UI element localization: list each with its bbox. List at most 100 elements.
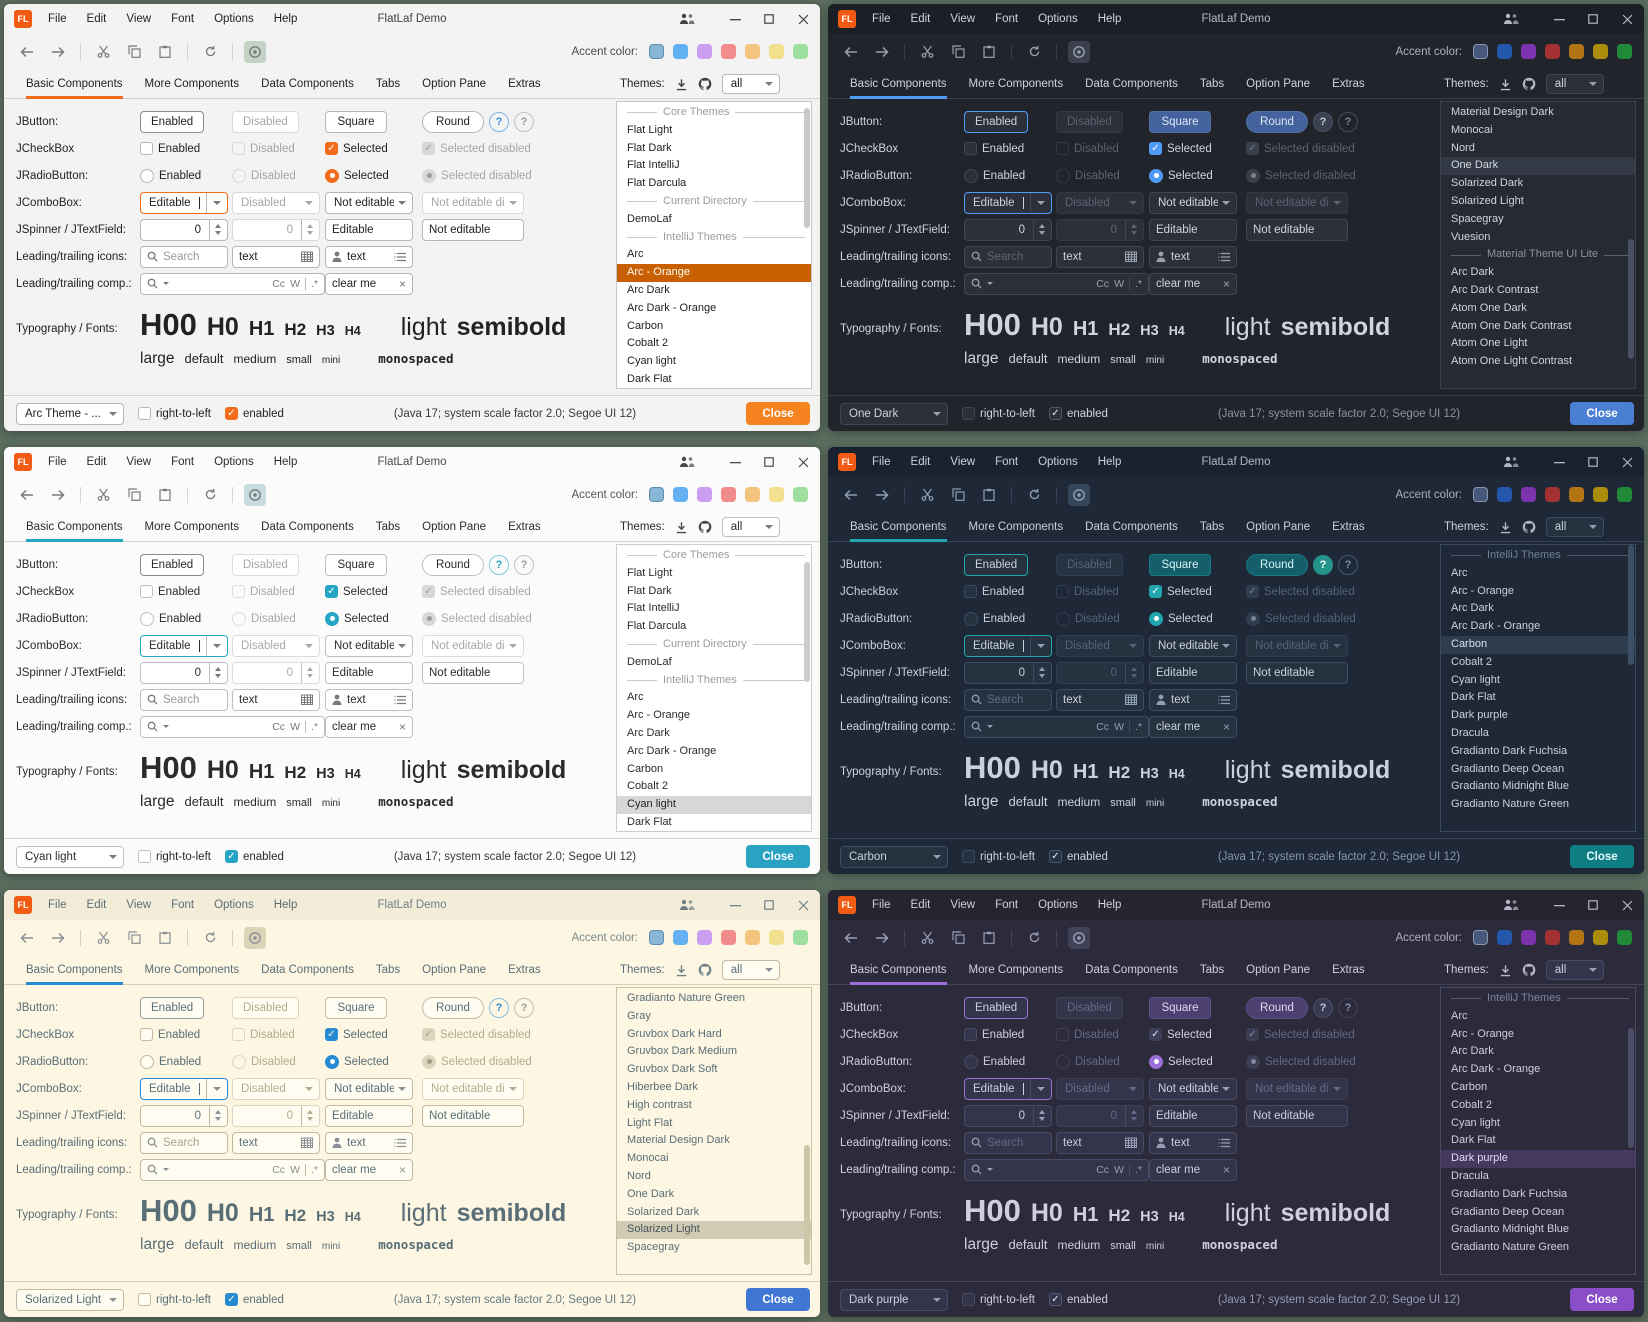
theme-list-item[interactable]: Arc <box>1451 1009 1468 1022</box>
text-input-user[interactable]: text <box>325 1131 413 1154</box>
users-icon[interactable] <box>670 447 704 477</box>
theme-list-item[interactable]: Monocai <box>1451 123 1493 136</box>
accent-color-swatch[interactable] <box>1521 930 1536 945</box>
editable-textfield[interactable]: Editable <box>325 1104 413 1127</box>
accent-color-swatch[interactable] <box>769 487 784 502</box>
back-icon[interactable] <box>16 927 38 949</box>
accent-color-swatch[interactable] <box>1569 44 1584 59</box>
text-input-calendar[interactable]: text <box>1056 245 1144 268</box>
menu-item[interactable]: View <box>950 899 976 911</box>
menu-item[interactable]: Options <box>1038 456 1078 468</box>
theme-list-item[interactable]: Current Directory <box>617 193 811 211</box>
menu-item[interactable]: File <box>872 13 891 25</box>
menu-item[interactable]: Options <box>1038 13 1078 25</box>
text-input-calendar[interactable]: text <box>232 245 320 268</box>
tab[interactable]: Tabs <box>375 78 401 90</box>
right-to-left-checkbox[interactable]: right-to-left <box>138 1293 211 1306</box>
accent-color-swatch[interactable] <box>1617 44 1632 59</box>
show-hidden-toggle-icon[interactable] <box>1068 40 1090 63</box>
theme-list-item[interactable]: Carbon <box>1451 1080 1488 1093</box>
maximize-button[interactable] <box>1576 890 1610 920</box>
theme-list-item[interactable]: Carbon <box>627 319 664 332</box>
tab[interactable]: More Components <box>144 964 240 976</box>
whole-word-toggle[interactable]: W <box>290 277 300 290</box>
accent-color-swatch[interactable] <box>673 44 688 59</box>
theme-list-item[interactable]: Gruvbox Dark Hard <box>627 1027 722 1040</box>
tab[interactable]: Extras <box>1332 521 1365 533</box>
accent-color-swatch[interactable] <box>793 930 808 945</box>
tab[interactable]: Extras <box>508 78 541 90</box>
menu-item[interactable]: Options <box>214 13 254 25</box>
tab[interactable]: Basic Components <box>850 521 947 542</box>
theme-combobox[interactable]: Dark purple <box>840 1288 948 1311</box>
theme-list-item[interactable]: Arc Dark - Orange <box>1451 620 1541 633</box>
show-hidden-toggle-icon[interactable] <box>244 40 266 63</box>
theme-list-item[interactable]: Dark Flat <box>627 372 672 385</box>
theme-list-item[interactable]: Gradianto Deep Ocean <box>1451 762 1565 775</box>
editable-combobox[interactable]: Editable <box>964 191 1052 214</box>
enabled-checkbox[interactable]: enabled <box>224 1293 284 1306</box>
enabled-button[interactable]: Enabled <box>964 110 1029 133</box>
theme-list-item[interactable]: Material Design Dark <box>1451 106 1554 118</box>
search-options-input[interactable]: Cc W .* <box>140 272 325 295</box>
tab[interactable]: Extras <box>1332 78 1365 90</box>
match-case-toggle[interactable]: Cc <box>1096 1163 1110 1176</box>
theme-list-item[interactable]: Cobalt 2 <box>1451 1098 1492 1111</box>
search-options-input[interactable]: Cc W .* <box>140 1158 325 1181</box>
paste-icon[interactable] <box>978 41 1000 63</box>
theme-list-item[interactable]: Gruvbox Dark Soft <box>627 1063 718 1076</box>
radio-enabled[interactable]: Enabled <box>964 1054 1056 1069</box>
close-button[interactable]: Close <box>746 1288 810 1311</box>
spinner[interactable]: 0 <box>140 218 228 241</box>
theme-list-item[interactable]: Arc Dark <box>627 283 670 296</box>
menu-item[interactable]: View <box>126 456 152 468</box>
list-icon[interactable] <box>1218 695 1230 705</box>
search-options-input[interactable]: Cc W .* <box>964 1158 1149 1181</box>
forward-icon[interactable] <box>47 927 69 949</box>
square-button[interactable]: Square <box>1149 110 1211 133</box>
tab[interactable]: Data Components <box>261 964 354 976</box>
paste-icon[interactable] <box>154 41 176 63</box>
round-button[interactable]: Round <box>1246 996 1308 1019</box>
theme-list-item[interactable]: Atom One Dark Contrast <box>1451 319 1572 332</box>
themes-filter-combobox[interactable]: all <box>721 74 780 94</box>
not-editable-textfield[interactable]: Not editable <box>422 661 524 684</box>
users-icon[interactable] <box>670 890 704 920</box>
chevron-down-icon[interactable] <box>987 282 993 285</box>
radio-enabled[interactable]: Enabled <box>140 1054 232 1069</box>
tab[interactable]: Tabs <box>1199 78 1225 90</box>
back-icon[interactable] <box>840 41 862 63</box>
theme-list-item[interactable]: Carbon <box>1441 635 1635 654</box>
radio-enabled[interactable]: Enabled <box>964 611 1056 626</box>
clearable-input[interactable]: clear me × <box>1149 272 1237 295</box>
enabled-checkbox[interactable]: enabled <box>1048 1293 1108 1306</box>
radio-selected[interactable]: Selected <box>325 1054 422 1069</box>
close-window-button[interactable] <box>1610 890 1644 920</box>
theme-list-item[interactable]: Flat IntelliJ <box>627 159 680 172</box>
help-icon[interactable]: ? <box>489 111 509 132</box>
accent-color-swatch[interactable] <box>1593 487 1608 502</box>
help-icon[interactable]: ? <box>1313 997 1333 1018</box>
download-icon[interactable] <box>675 964 688 977</box>
theme-list-item[interactable]: Vuesion <box>1451 230 1491 243</box>
match-case-toggle[interactable]: Cc <box>272 720 286 733</box>
forward-icon[interactable] <box>871 927 893 949</box>
refresh-icon[interactable] <box>199 927 221 949</box>
tab[interactable]: More Components <box>144 521 240 533</box>
accent-color-swatch[interactable] <box>721 930 736 945</box>
theme-list-item[interactable]: Flat Darcula <box>627 177 687 190</box>
square-button[interactable]: Square <box>325 110 387 133</box>
theme-list-item[interactable]: Nord <box>1451 141 1475 154</box>
chevron-down-icon[interactable] <box>163 282 169 285</box>
menu-item[interactable]: View <box>950 13 976 25</box>
tab[interactable]: Option Pane <box>422 964 487 976</box>
regex-toggle[interactable]: .* <box>310 1163 318 1176</box>
minimize-button[interactable] <box>718 447 752 477</box>
help-icon[interactable]: ? <box>1338 111 1358 132</box>
minimize-button[interactable] <box>718 4 752 34</box>
spinner-arrows-icon[interactable] <box>1033 1105 1045 1126</box>
tab[interactable]: Data Components <box>261 78 354 90</box>
regex-toggle[interactable]: .* <box>1134 1163 1142 1176</box>
download-icon[interactable] <box>675 521 688 534</box>
back-icon[interactable] <box>16 484 38 506</box>
